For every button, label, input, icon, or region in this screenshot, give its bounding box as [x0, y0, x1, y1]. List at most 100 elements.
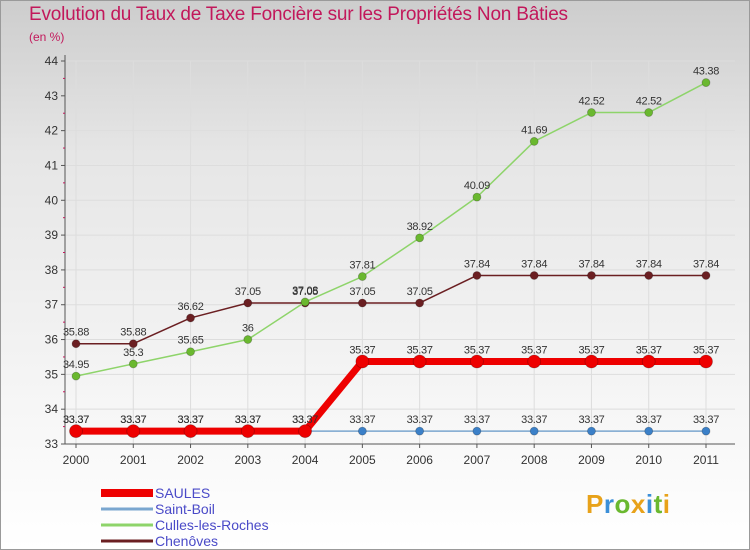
data-label: 37.84: [693, 258, 719, 270]
data-label: 35.37: [349, 344, 375, 356]
data-label: 33.37: [349, 414, 375, 426]
data-point: [527, 354, 542, 369]
series-line-chen-ves: [76, 274, 706, 345]
legend-swatch-chenoves: [101, 539, 153, 543]
data-label: 35.37: [521, 344, 547, 356]
data-label: 35.88: [120, 327, 146, 339]
data-label: 36.62: [178, 301, 204, 313]
x-tick-label: 2005: [349, 453, 376, 467]
proxiti-logo: Proxiti: [586, 489, 670, 520]
data-point: [300, 297, 310, 307]
data-point: [357, 426, 367, 436]
data-label: 37.81: [349, 260, 375, 272]
data-label: 33.37: [407, 414, 433, 426]
data-point: [298, 424, 312, 439]
legend-item-saules[interactable]: SAULES: [101, 485, 341, 501]
data-label: 33.37: [63, 414, 89, 426]
data-label: 33.37: [178, 414, 204, 426]
data-point: [415, 426, 425, 436]
data-label: 37.05: [292, 286, 318, 298]
data-label: 37.84: [578, 258, 604, 270]
data-label: 33.37: [464, 414, 490, 426]
data-point: [243, 335, 253, 344]
data-label: 37.05: [235, 286, 261, 298]
y-tick-label: 36: [45, 333, 59, 347]
y-tick-label: 41: [45, 158, 59, 172]
x-tick-label: 2009: [578, 453, 605, 467]
data-point: [644, 426, 654, 436]
data-point: [644, 271, 654, 280]
logo-letter: o: [614, 489, 631, 519]
legend-item-saint-boil[interactable]: Saint-Boil: [101, 501, 341, 517]
data-label: 35.37: [636, 344, 662, 356]
data-label: 33.37: [63, 414, 89, 426]
data-label: 33.37: [120, 414, 146, 426]
data-point: [355, 354, 370, 369]
data-label: 34.95: [63, 359, 89, 371]
data-label: 35.65: [178, 335, 204, 347]
logo-letter: x: [630, 489, 646, 519]
data-point: [699, 354, 713, 369]
logo-letter: P: [586, 489, 604, 519]
data-point: [701, 426, 711, 436]
data-label: 33.37: [235, 414, 261, 426]
series-saules: 33.37 33.37 33.37 33.37 33.37 35.37 35.37 35.37…: [63, 344, 719, 439]
data-label: 40.09: [464, 180, 490, 192]
legend-item-chenoves[interactable]: Chenôves: [101, 533, 341, 549]
data-point: [529, 271, 539, 280]
data-point: [69, 424, 83, 439]
data-label: 33.37: [521, 414, 547, 426]
data-label: 37.84: [636, 258, 662, 270]
data-point: [529, 137, 539, 146]
y-tick-label: 40: [45, 193, 59, 207]
x-tick-label: 2003: [234, 453, 261, 467]
data-point: [128, 339, 138, 349]
data-point: [412, 354, 427, 369]
data-label: 35.37: [578, 344, 604, 356]
legend-label-saint-boil: Saint-Boil: [155, 501, 215, 517]
data-label: 42.52: [578, 96, 604, 108]
legend-swatch-culles-les-roches: [101, 523, 153, 527]
data-point: [472, 271, 482, 280]
legend: SAULES Saint-Boil Culles-les-Roches Chen…: [101, 485, 341, 549]
data-label: 35.37: [407, 344, 433, 356]
y-tick-label: 35: [45, 367, 59, 381]
logo-letter: i: [662, 489, 671, 519]
data-label: 37.84: [521, 258, 547, 270]
y-tick-label: 33: [45, 437, 59, 451]
data-label: 33.37: [292, 414, 318, 426]
data-point: [701, 271, 711, 280]
data-label: 41.69: [521, 124, 547, 136]
logo-letter: t: [653, 489, 663, 519]
y-tick-label: 34: [45, 402, 59, 416]
series-chen-ves: 35.88 35.88 36.62 37.05 37.05 37.05 37.05 37.84…: [63, 258, 719, 349]
x-tick-label: 2008: [521, 453, 548, 467]
data-point: [701, 78, 711, 87]
data-label: 35.37: [464, 344, 490, 356]
data-label: 35.37: [693, 344, 719, 356]
data-point: [71, 371, 81, 381]
data-point: [472, 426, 482, 436]
x-tick-label: 2007: [464, 453, 491, 467]
data-label: 37.08: [292, 285, 318, 297]
data-label: 37.84: [464, 258, 490, 270]
x-tick-label: 2004: [292, 453, 319, 467]
data-point: [357, 272, 367, 281]
data-point: [128, 359, 138, 369]
legend-label-culles-les-roches: Culles-les-Roches: [155, 517, 269, 533]
data-point: [240, 424, 255, 439]
x-tick-label: 2006: [406, 453, 433, 467]
unit-label: (en %): [29, 30, 65, 44]
legend-item-culles-les-roches[interactable]: Culles-les-Roches: [101, 517, 341, 533]
data-label: 33.37: [235, 414, 261, 426]
series-line-saules: [76, 357, 706, 435]
data-label: 33.37: [636, 414, 662, 426]
data-point: [587, 426, 596, 436]
data-point: [587, 108, 596, 117]
data-point: [415, 233, 425, 243]
data-point: [126, 424, 141, 439]
series-culles-les-roches: 34.95 35.3 35.65 36 37.08 37.81 38.92 40.09 41.6…: [63, 66, 719, 381]
data-label: 33.37: [120, 414, 146, 426]
data-point: [186, 347, 195, 357]
